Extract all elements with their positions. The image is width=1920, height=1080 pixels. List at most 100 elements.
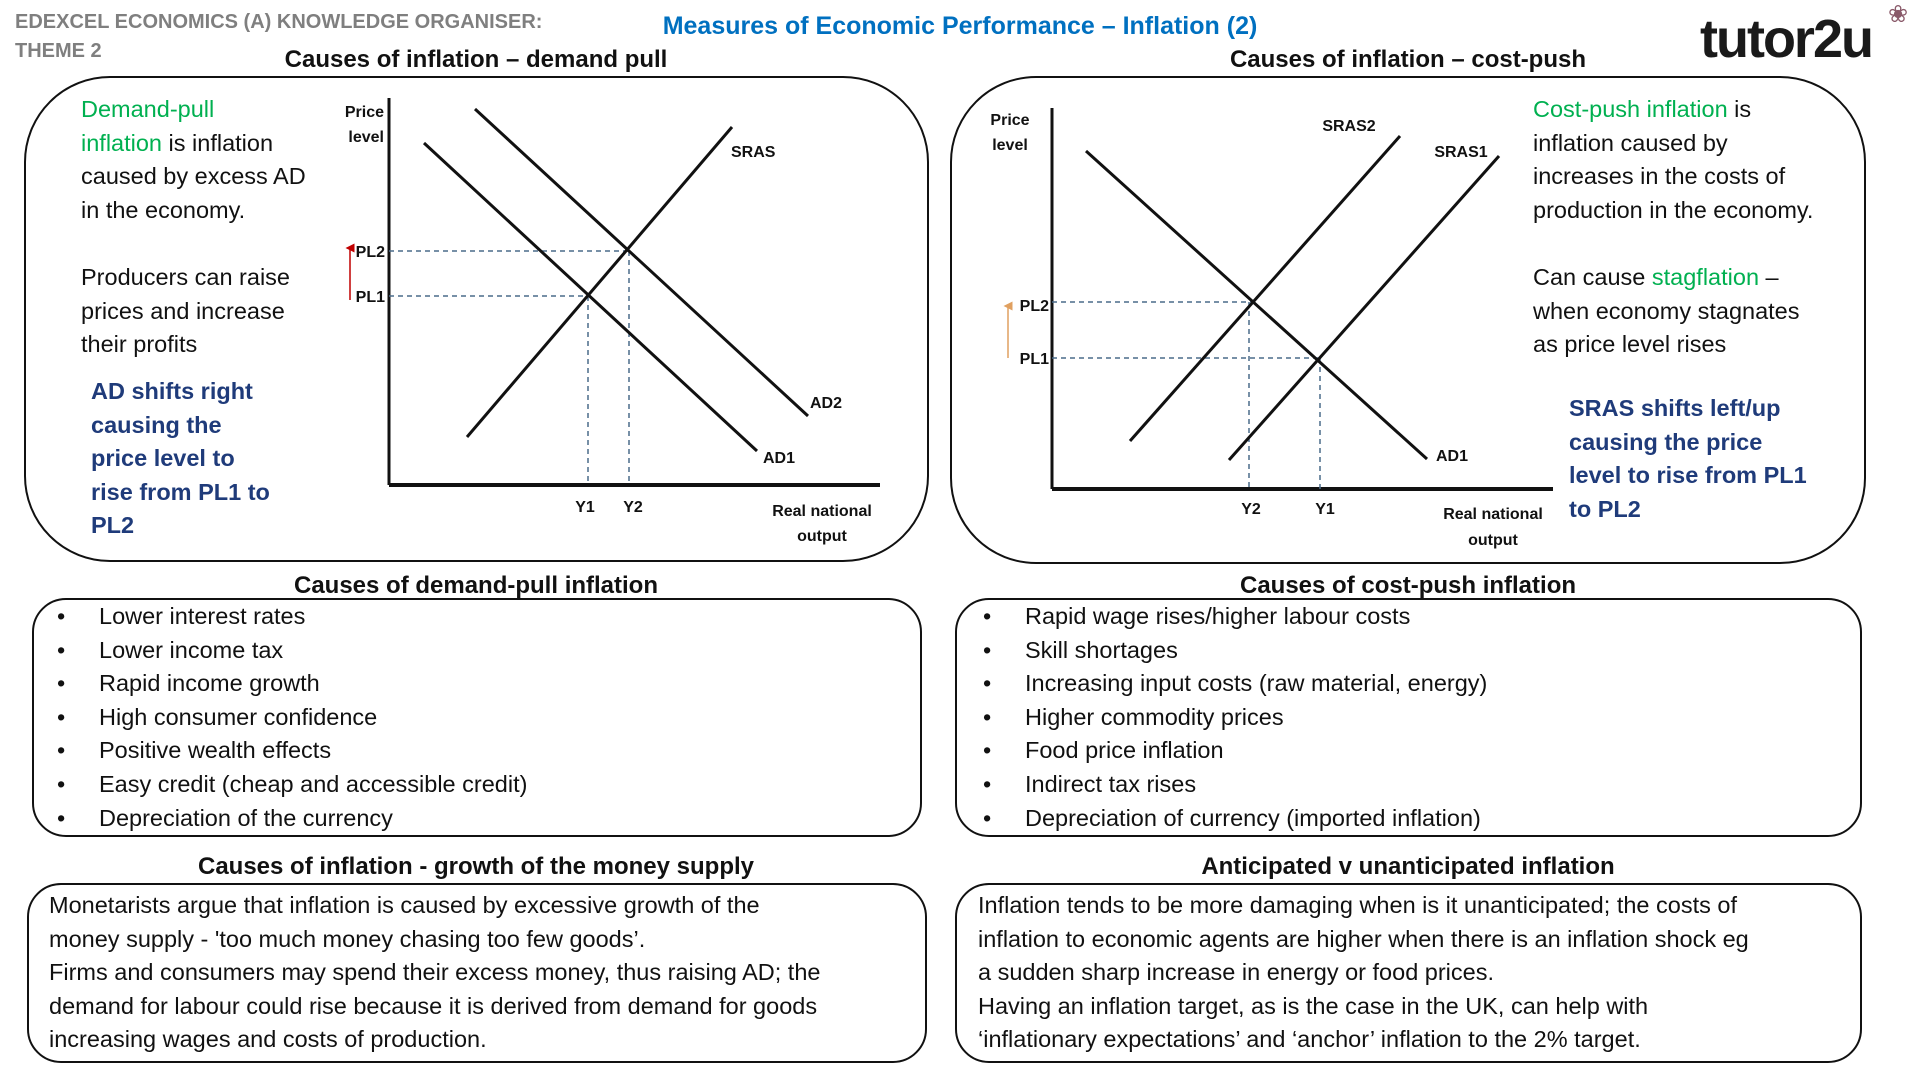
text-line: inflation caused by bbox=[1533, 127, 1813, 161]
list-item-text: Easy credit (cheap and accessible credit… bbox=[99, 771, 528, 797]
bullet-icon: • bbox=[983, 737, 992, 764]
y-axis-label-2: level bbox=[348, 129, 384, 146]
demand-pull-causes-box bbox=[32, 598, 922, 837]
text-line: price level to bbox=[91, 445, 235, 472]
sras1-curve bbox=[1227, 155, 1501, 461]
y-axis-label-1: Price bbox=[345, 104, 384, 121]
text-line: their profits bbox=[81, 331, 198, 358]
cost-push-definition: Cost-push inflation is inflation caused b… bbox=[1533, 93, 1813, 227]
text-line: Firms and consumers may spend their exce… bbox=[49, 959, 821, 986]
sras-shift-text: SRAS shifts left/up causing the price leve… bbox=[1569, 392, 1807, 526]
tutor2u-logo: tutor2u bbox=[1700, 9, 1874, 69]
text-line: level to rise from PL1 bbox=[1569, 462, 1807, 489]
text-line: production in the economy. bbox=[1533, 194, 1813, 228]
text-line: SRAS shifts left/up bbox=[1569, 395, 1781, 421]
anticipated-title: Anticipated v unanticipated inflation bbox=[1201, 853, 1615, 880]
bullet-icon: • bbox=[983, 603, 992, 629]
demand-pull-panel bbox=[24, 76, 929, 562]
text-line: inflation to economic agents are higher … bbox=[978, 925, 1749, 952]
text-line: causing the bbox=[91, 411, 222, 438]
text-line: Can cause stagflation – bbox=[1533, 261, 1800, 295]
text-line: causing the price bbox=[1569, 428, 1763, 455]
key-term: stagflation bbox=[1651, 264, 1760, 290]
y-axis-label-2: level bbox=[992, 137, 1028, 154]
flower-logo-icon: ❀ bbox=[1888, 1, 1909, 28]
x-axis-label-2: output bbox=[1468, 532, 1518, 549]
text-line: Cost-push inflation is bbox=[1533, 93, 1813, 127]
org-line-2: THEME 2 bbox=[15, 40, 102, 62]
ad1-label: AD1 bbox=[1436, 448, 1468, 465]
pl2-label: PL2 bbox=[1020, 298, 1049, 315]
bullet-icon: • bbox=[983, 670, 992, 697]
bullet-icon: • bbox=[983, 636, 992, 663]
list-item-text: Rapid wage rises/higher labour costs bbox=[1025, 603, 1411, 629]
cost-push-diagram: Price level SRAS2 SRAS1 AD1 PL2 PL1 Y2 Y… bbox=[990, 108, 1553, 549]
list-item-text: Increasing input costs (raw material, en… bbox=[1025, 670, 1488, 697]
anticipated-text: Inflation tends to be more damaging when… bbox=[978, 889, 1749, 1057]
cost-push-title: Causes of inflation – cost-push bbox=[1229, 46, 1587, 73]
demand-pull-title: Causes of inflation – demand pull bbox=[284, 46, 668, 73]
ad1-label: AD1 bbox=[763, 450, 795, 467]
pl2-label: PL2 bbox=[356, 244, 385, 261]
key-term: Cost-push inflation bbox=[1533, 96, 1728, 122]
pl1-label: PL1 bbox=[1020, 351, 1049, 368]
text-line: as price level rises bbox=[1533, 328, 1800, 362]
ad2-curve bbox=[473, 107, 810, 418]
x-axis-label-1: Real national bbox=[772, 503, 872, 520]
list-item-text: Lower interest rates bbox=[99, 603, 306, 629]
stagflation-text: Can cause stagflation – when economy stag… bbox=[1533, 261, 1800, 362]
x-axis-label-1: Real national bbox=[1443, 506, 1543, 523]
sras2-curve bbox=[1128, 135, 1402, 442]
bullet-icon: • bbox=[57, 771, 66, 797]
bullet-icon: • bbox=[57, 703, 66, 730]
bullet-icon: • bbox=[57, 804, 66, 831]
money-supply-text: Monetarists argue that inflation is caus… bbox=[49, 889, 820, 1057]
list-item-text: Positive wealth effects bbox=[99, 737, 332, 764]
text-line: increases in the costs of bbox=[1533, 160, 1813, 194]
text-line: a sudden sharp increase in energy or foo… bbox=[978, 959, 1495, 986]
knowledge-organiser-label: EDEXCEL ECONOMICS (A) KNOWLEDGE ORGANISE… bbox=[15, 8, 542, 66]
text-line: caused by excess AD bbox=[81, 160, 306, 194]
text-line: PL2 bbox=[91, 512, 135, 539]
text-line: rise from PL1 to bbox=[91, 478, 270, 505]
text-segment: inflation caused by bbox=[1533, 129, 1728, 156]
ad-shift-text: AD shifts right causing the price level to… bbox=[91, 375, 270, 543]
sras1-label: SRAS1 bbox=[1434, 144, 1487, 161]
y1-label: Y1 bbox=[1315, 501, 1335, 518]
list-item-text: Lower income tax bbox=[99, 636, 284, 663]
text-line: money supply - 'too much money chasing t… bbox=[49, 925, 646, 952]
list-item-text: Depreciation of the currency bbox=[99, 804, 393, 831]
text-line: demand for labour could rise because it … bbox=[49, 992, 818, 1019]
bullet-icon: • bbox=[983, 771, 992, 797]
list-item-text: High consumer confidence bbox=[99, 703, 378, 730]
bullet-icon: • bbox=[983, 804, 992, 831]
text-line: increasing wages and costs of production… bbox=[49, 1026, 487, 1053]
pl1-label: PL1 bbox=[356, 289, 385, 306]
producers-text: Producers can raise prices and increase th… bbox=[81, 261, 290, 362]
list-item-text: Indirect tax rises bbox=[1025, 771, 1197, 797]
sras-curve bbox=[465, 126, 734, 438]
cost-push-causes-box bbox=[955, 598, 1862, 837]
money-supply-box bbox=[27, 883, 927, 1063]
y2-label: Y2 bbox=[1241, 501, 1261, 518]
ad1-curve bbox=[1084, 149, 1429, 461]
demand-pull-causes-title: Causes of demand-pull inflation bbox=[293, 572, 659, 599]
y1-label: Y1 bbox=[575, 499, 595, 516]
cost-push-panel bbox=[950, 76, 1866, 564]
list-item-text: Higher commodity prices bbox=[1025, 703, 1284, 730]
org-line-1: EDEXCEL ECONOMICS (A) KNOWLEDGE ORGANISE… bbox=[15, 11, 543, 33]
text-segment: is inflation bbox=[162, 129, 274, 156]
text-line: Inflation tends to be more damaging when… bbox=[978, 892, 1737, 918]
key-term: inflation bbox=[81, 129, 162, 156]
demand-pull-definition: Demand-pull inflation is inflation caused … bbox=[81, 93, 306, 227]
text-line: ‘inflationary expectations’ and ‘anchor’… bbox=[978, 1026, 1641, 1053]
text-line: prices and increase bbox=[81, 297, 285, 324]
x-axis-label-2: output bbox=[797, 528, 847, 545]
text-segment: Can cause bbox=[1533, 264, 1652, 290]
text-line: AD shifts right bbox=[91, 378, 253, 404]
bullet-icon: • bbox=[57, 670, 66, 697]
y2-label: Y2 bbox=[623, 499, 643, 516]
text-line: in the economy. bbox=[81, 194, 306, 228]
text-line: when economy stagnates bbox=[1533, 295, 1800, 329]
